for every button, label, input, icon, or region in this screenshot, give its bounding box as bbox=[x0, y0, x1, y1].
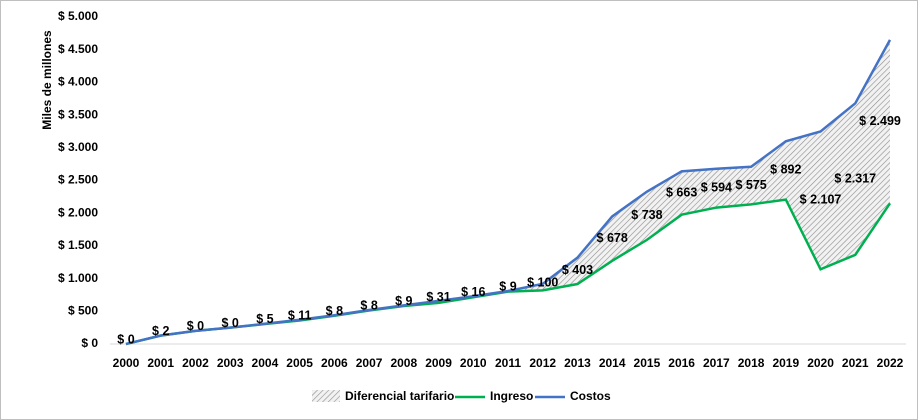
data-label: $ 9 bbox=[499, 280, 516, 294]
area bbox=[126, 39, 890, 344]
x-tick-label: 2011 bbox=[495, 356, 521, 370]
data-label: $ 16 bbox=[461, 285, 485, 299]
data-label: $ 2.499 bbox=[859, 114, 901, 128]
data-label: $ 663 bbox=[666, 185, 697, 199]
y-tick-label: $ 4.000 bbox=[58, 75, 98, 89]
y-tick-label: $ 1.000 bbox=[58, 271, 98, 285]
data-label: $ 8 bbox=[326, 304, 343, 318]
y-tick-label: $ 1.500 bbox=[58, 238, 98, 252]
y-tick-label: $ 2.500 bbox=[58, 173, 98, 187]
x-tick-label: 2003 bbox=[217, 356, 244, 370]
x-tick-label: 2022 bbox=[877, 356, 904, 370]
legend-swatch bbox=[312, 390, 340, 402]
data-label: $ 31 bbox=[426, 290, 450, 304]
x-tick-label: 2021 bbox=[842, 356, 869, 370]
x-tick-label: 2002 bbox=[182, 356, 209, 370]
x-tick-label: 2005 bbox=[286, 356, 313, 370]
legend-label: Costos bbox=[570, 389, 611, 403]
x-tick-label: 2008 bbox=[390, 356, 417, 370]
x-tick-label: 2001 bbox=[147, 356, 174, 370]
data-label: $ 738 bbox=[631, 208, 662, 222]
data-label: $ 575 bbox=[735, 178, 766, 192]
x-tick-label: 2015 bbox=[634, 356, 661, 370]
x-tick-label: 2018 bbox=[738, 356, 765, 370]
x-tick-label: 2000 bbox=[113, 356, 140, 370]
data-label: $ 2.107 bbox=[800, 193, 842, 207]
data-label: $ 594 bbox=[701, 180, 732, 194]
data-label: $ 9 bbox=[395, 294, 412, 308]
x-tick-label: 2014 bbox=[599, 356, 626, 370]
data-label: $ 8 bbox=[360, 299, 377, 313]
x-tick-label: 2004 bbox=[252, 356, 279, 370]
x-tick-label: 2016 bbox=[668, 356, 695, 370]
data-label: $ 892 bbox=[770, 163, 801, 177]
data-label: $ 403 bbox=[562, 263, 593, 277]
x-tick-label: 2009 bbox=[425, 356, 452, 370]
data-label: $ 0 bbox=[117, 332, 134, 346]
data-label: $ 2.317 bbox=[834, 171, 876, 185]
y-tick-label: $ 3.000 bbox=[58, 140, 98, 154]
x-tick-label: 2007 bbox=[356, 356, 383, 370]
legend-label: Diferencial tarifario bbox=[345, 389, 454, 403]
y-axis-title: Miles de millones bbox=[40, 30, 54, 130]
x-tick-label: 2020 bbox=[807, 356, 834, 370]
data-label: $ 2 bbox=[152, 324, 169, 338]
legend-label: Ingreso bbox=[490, 389, 533, 403]
data-label: $ 100 bbox=[527, 275, 558, 289]
y-tick-label: $ 4.500 bbox=[58, 42, 98, 56]
x-tick-label: 2006 bbox=[321, 356, 348, 370]
x-tick-label: 2012 bbox=[529, 356, 556, 370]
data-label: $ 5 bbox=[256, 312, 273, 326]
y-tick-label: $ 5.000 bbox=[58, 9, 98, 23]
line bbox=[125, 39, 892, 346]
y-tick-label: $ 2.000 bbox=[58, 205, 98, 219]
data-label: $ 678 bbox=[597, 231, 628, 245]
data-label: $ 0 bbox=[187, 319, 204, 333]
data-label: $ 11 bbox=[288, 308, 312, 322]
y-tick-label: $ 500 bbox=[68, 303, 98, 317]
x-tick-label: 2010 bbox=[460, 356, 487, 370]
data-label: $ 0 bbox=[221, 316, 238, 330]
x-tick-label: 2019 bbox=[772, 356, 799, 370]
x-tick-label: 2017 bbox=[703, 356, 730, 370]
y-tick-label: $ 0 bbox=[81, 336, 98, 350]
y-tick-label: $ 3.500 bbox=[58, 107, 98, 121]
x-tick-label: 2013 bbox=[564, 356, 591, 370]
